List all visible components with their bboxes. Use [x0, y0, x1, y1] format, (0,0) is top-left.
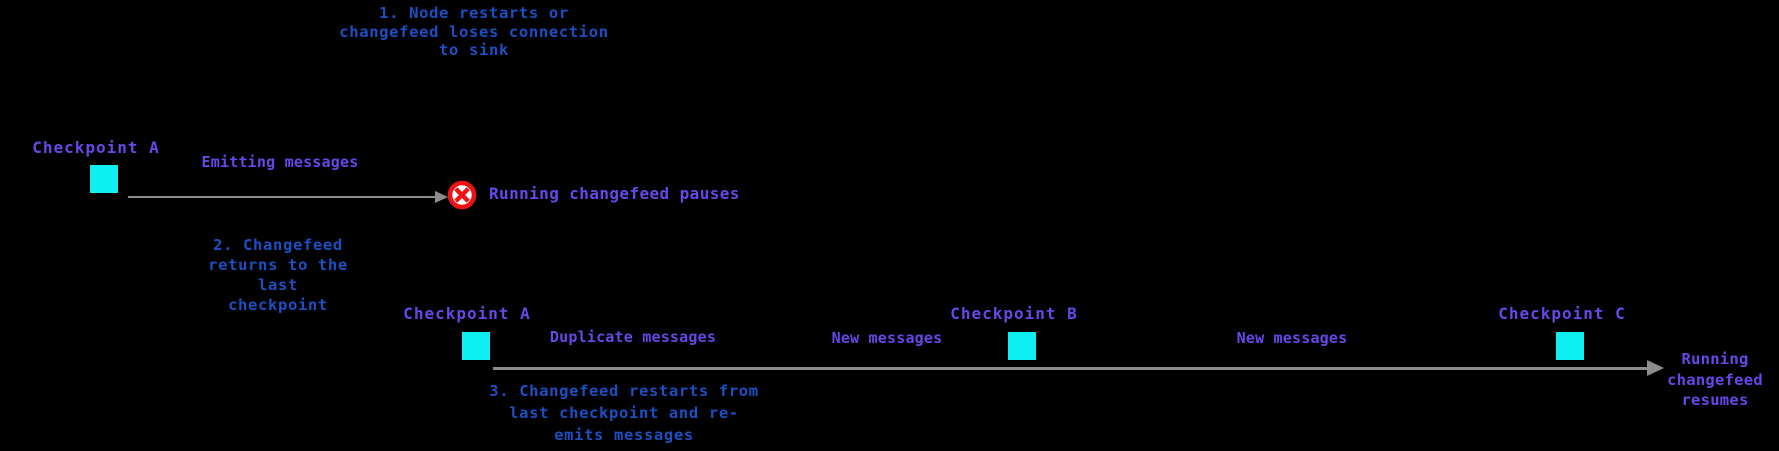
emitting-messages-label: Emitting messages: [201, 153, 359, 171]
timeline1-arrowhead-icon: [435, 191, 448, 203]
new-messages-1-label: New messages: [831, 329, 943, 347]
checkpoint-c-label: Checkpoint C: [1498, 304, 1626, 323]
checkpoint-a2-marker: [462, 332, 490, 360]
timeline2-arrow-line: [493, 367, 1647, 370]
step3-annotation: 3. Changefeed restarts from last checkpo…: [489, 382, 759, 444]
checkpoint-a1-marker: [90, 165, 118, 193]
checkpoint-c-marker: [1556, 332, 1584, 360]
checkpoint-b-marker: [1008, 332, 1036, 360]
timeline1-arrow-line: [128, 196, 435, 198]
changefeed-pauses-label: Running changefeed pauses: [489, 184, 740, 203]
circle-x-icon: [447, 180, 477, 210]
checkpoint-b-label: Checkpoint B: [950, 304, 1078, 323]
checkpoint-a2-label: Checkpoint A: [403, 304, 531, 323]
step2-annotation: 2. Changefeed returns to the last checkp…: [208, 236, 348, 314]
step1-annotation: 1. Node restarts or changefeed loses con…: [339, 4, 609, 59]
changefeed-resumes-label: Running changefeed resumes: [1667, 350, 1763, 409]
checkpoint-a1-label: Checkpoint A: [32, 138, 160, 157]
duplicate-messages-label: Duplicate messages: [549, 328, 717, 346]
new-messages-2-label: New messages: [1236, 329, 1348, 347]
timeline2-arrowhead-icon: [1647, 360, 1664, 376]
